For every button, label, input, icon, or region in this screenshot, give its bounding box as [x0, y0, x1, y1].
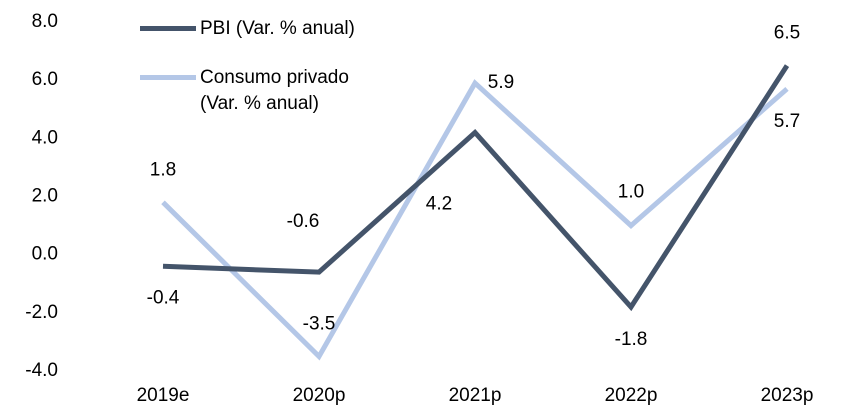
x-tick-label: 2019e: [137, 385, 190, 406]
x-tick-label: 2023p: [761, 385, 814, 406]
data-label: 5.7: [774, 111, 800, 132]
data-label: 1.0: [618, 182, 644, 203]
data-label: 1.8: [150, 159, 176, 180]
data-label: -0.6: [287, 211, 320, 232]
legend-label: PBI (Var. % anual): [200, 18, 355, 39]
data-label: 5.9: [488, 72, 514, 93]
y-tick-label: 4.0: [32, 127, 58, 148]
data-label: 6.5: [774, 23, 800, 44]
data-label: 4.2: [426, 194, 452, 215]
series-line: [162, 64, 790, 312]
y-tick-label: -4.0: [25, 360, 58, 381]
data-label: -1.8: [615, 329, 648, 350]
y-tick-label: 6.0: [32, 69, 58, 90]
y-tick-label: 2.0: [32, 186, 58, 207]
x-tick-label: 2020p: [293, 385, 346, 406]
y-tick-label: 0.0: [32, 244, 58, 265]
y-tick-label: 8.0: [32, 11, 58, 32]
x-tick-label: 2022p: [605, 385, 658, 406]
data-label: -3.5: [303, 313, 336, 334]
legend-swatch: [140, 26, 196, 31]
x-tick-label: 2021p: [449, 385, 502, 406]
series-line: [161, 79, 789, 361]
y-tick-label: -2.0: [25, 302, 58, 323]
legend-swatch: [140, 75, 196, 80]
data-label: -0.4: [147, 287, 180, 308]
legend-label: Consumo privado (Var. % anual): [200, 67, 349, 114]
